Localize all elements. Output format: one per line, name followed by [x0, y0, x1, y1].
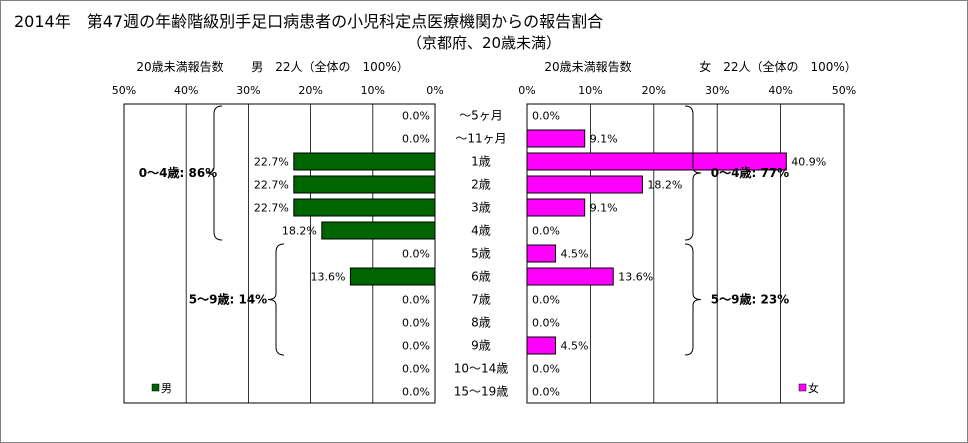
age-category-label: 6歳 [471, 270, 491, 284]
male-tick-label: 50% [112, 84, 136, 97]
male-data-label: 0.0% [402, 248, 430, 261]
female-plot-area: 0% 10% 20% 30% 40% 50% 0.0% 9.1% 40.9% 18.2% 9.1% 0… [518, 84, 856, 404]
male-data-label: 13.6% [310, 271, 345, 284]
male-data-label: 0.0% [402, 363, 430, 376]
female-bar [526, 336, 557, 355]
male-tick-label: 40% [174, 84, 198, 97]
female-summary: 女 22人（全体の 100%） [699, 59, 857, 74]
male-bar [293, 175, 436, 194]
female-bar [526, 152, 787, 171]
male-bar [293, 198, 436, 217]
male-bar [349, 267, 436, 286]
female-data-label: 40.9% [791, 156, 826, 169]
male-tick-label: 10% [361, 84, 385, 97]
female-tick-label: 20% [642, 84, 666, 97]
age-category-label: 5歳 [471, 247, 491, 261]
female-data-label: 9.1% [590, 202, 618, 215]
female-legend-label: 女 [808, 381, 819, 395]
male-tick-label: 30% [236, 84, 260, 97]
male-data-label: 0.0% [402, 110, 430, 123]
age-category-label: 1歳 [471, 155, 491, 169]
male-data-label: 18.2% [282, 225, 317, 238]
age-category-label: ～11ヶ月 [455, 132, 506, 146]
female-group-brace [684, 243, 702, 356]
age-category-label: ～5ヶ月 [459, 109, 503, 123]
male-data-label: 0.0% [402, 386, 430, 399]
age-category-label: 9歳 [471, 339, 491, 353]
age-category-label: 4歳 [471, 224, 491, 238]
female-tick-label: 10% [578, 84, 602, 97]
male-legend: 男 [151, 382, 172, 395]
age-category-label: 7歳 [471, 293, 491, 307]
male-bar [321, 221, 436, 240]
age-category-label: 15～19歳 [454, 385, 509, 399]
female-group-label: 0～4歳: 77% [711, 165, 789, 180]
age-category-label: 3歳 [471, 201, 491, 215]
male-data-label: 22.7% [254, 202, 289, 215]
chart-title: 2014年 第47週の年齢階級別手足口病患者の小児科定点医療機関からの報告割合 [14, 12, 604, 31]
female-data-label: 0.0% [532, 386, 560, 399]
female-legend: 女 [798, 381, 819, 395]
female-data-label: 0.0% [532, 225, 560, 238]
female-data-label: 13.6% [618, 271, 653, 284]
female-data-label: 0.0% [532, 110, 560, 123]
male-group-brace [267, 243, 285, 356]
female-bar [526, 175, 643, 194]
male-header: 20歳未満報告数 [136, 59, 223, 74]
female-data-label: 0.0% [532, 317, 560, 330]
age-category-label: 8歳 [471, 316, 491, 330]
male-legend-label: 男 [161, 382, 172, 395]
male-data-label: 0.0% [402, 340, 430, 353]
male-data-label: 0.0% [402, 294, 430, 307]
age-category-label: 10～14歳 [454, 362, 509, 376]
male-tick-label: 20% [298, 84, 322, 97]
female-tick-label: 0% [518, 84, 535, 97]
male-plot-area: 0% 10% 20% 30% 40% 50% 0.0% 0.0% 22.7% 22.7% 22.7%… [112, 84, 444, 404]
female-bar [526, 198, 586, 217]
female-data-label: 4.5% [561, 340, 589, 353]
female-group-brace [684, 105, 702, 241]
female-data-label: 18.2% [647, 179, 682, 192]
age-category-labels: ～5ヶ月 ～11ヶ月 1歳 2歳 3歳 4歳 5歳 6歳 7歳 8歳 9歳 10～14歳 15～19歳 [454, 109, 509, 399]
male-group-brace [205, 105, 223, 241]
female-tick-label: 30% [705, 84, 729, 97]
chart-headers: 20歳未満報告数 男 22人（全体の 100%） 20歳未満報告数 女 22人（… [136, 59, 856, 74]
female-bar [526, 267, 614, 286]
female-group-label: 5～9歳: 23% [711, 292, 789, 307]
male-plot-frame [123, 103, 436, 404]
female-data-label: 0.0% [532, 294, 560, 307]
female-bar [526, 244, 557, 263]
female-bar [526, 129, 586, 148]
female-data-label: 9.1% [590, 133, 618, 146]
age-category-label: 2歳 [471, 178, 491, 192]
male-data-label: 0.0% [402, 317, 430, 330]
male-group-label: 0～4歳: 86% [139, 165, 217, 180]
male-data-label: 22.7% [254, 179, 289, 192]
female-header: 20歳未満報告数 [544, 59, 631, 74]
male-summary: 男 22人（全体の 100%） [251, 59, 409, 74]
female-data-label: 4.5% [561, 248, 589, 261]
male-tick-label: 0% [426, 84, 443, 97]
female-legend-swatch [798, 383, 807, 392]
male-data-label: 22.7% [254, 156, 289, 169]
male-data-label: 0.0% [402, 133, 430, 146]
chart-subtitle: （京都府、20歳未満） [406, 34, 562, 52]
female-tick-label: 50% [832, 84, 856, 97]
male-group-label: 5～9歳: 14% [189, 292, 267, 307]
female-tick-label: 40% [768, 84, 792, 97]
male-bar [293, 152, 436, 171]
female-data-label: 0.0% [532, 363, 560, 376]
male-legend-swatch [151, 383, 160, 392]
